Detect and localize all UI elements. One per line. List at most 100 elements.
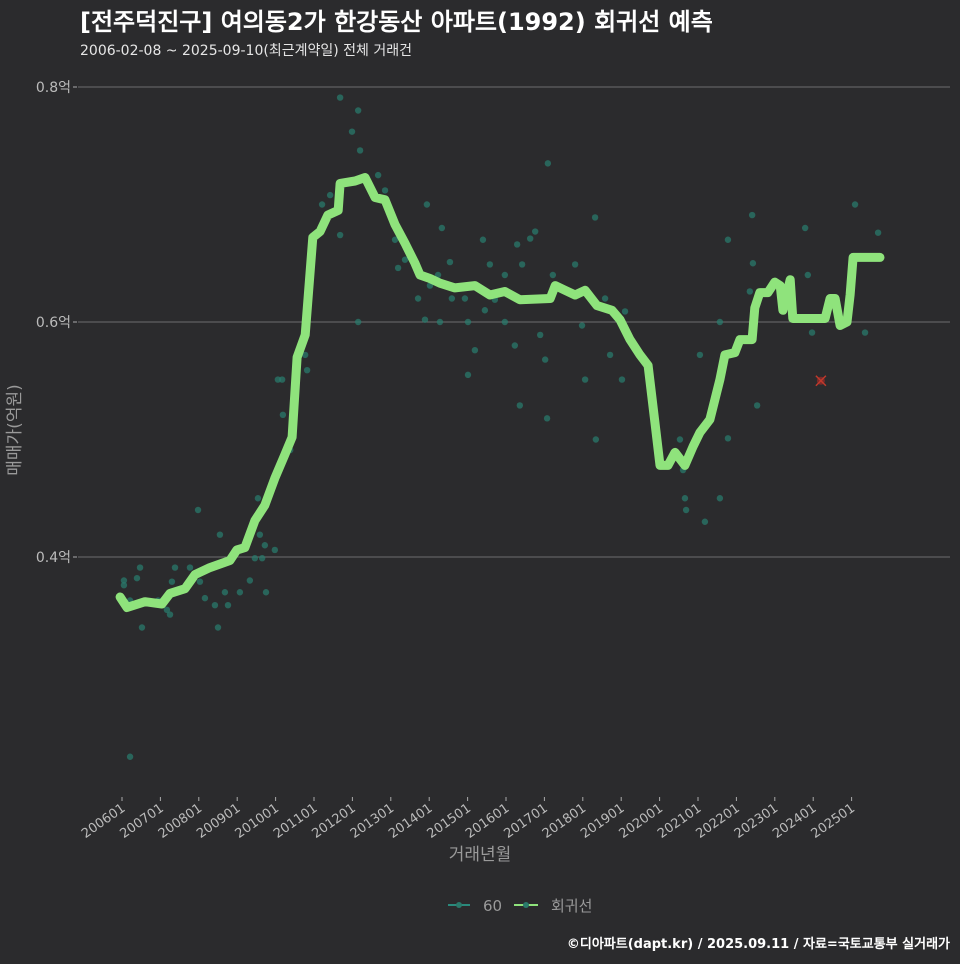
y-tick-label: 0.8억 <box>36 80 71 96</box>
scatter-point <box>391 236 399 243</box>
scatter-point <box>236 589 244 596</box>
scatter-point <box>808 329 816 336</box>
scatter-point <box>749 260 757 267</box>
y-axis: 0.8억 0.6억 0.4억 <box>36 80 77 566</box>
scatter-point <box>471 347 479 354</box>
scatter-point <box>254 495 262 502</box>
scatter-point <box>516 402 524 409</box>
scatter-point <box>256 531 264 538</box>
scatter-point <box>746 288 754 295</box>
scatter-point <box>486 261 494 268</box>
scatter-point <box>258 554 266 562</box>
scatter-point <box>348 128 356 135</box>
scatter-point <box>120 582 128 589</box>
scatter-point <box>601 295 609 302</box>
scatter-point <box>414 295 422 302</box>
scatter-point <box>246 577 254 584</box>
scatter-point <box>120 577 128 584</box>
scatter-point <box>448 295 456 302</box>
scatter-point <box>581 376 589 383</box>
scatter-point <box>549 271 557 279</box>
scatter-point <box>501 271 509 279</box>
scatter-point <box>133 574 141 582</box>
scatter-point <box>224 601 232 609</box>
scatter-point <box>526 235 534 242</box>
scatter-point <box>716 318 724 326</box>
scatter-point <box>591 214 599 221</box>
scatter-point <box>701 518 709 525</box>
scatter-point <box>621 308 629 315</box>
scatter-point <box>578 322 586 329</box>
scatter-point <box>464 371 472 379</box>
scatter-point <box>381 187 389 194</box>
scatter-point <box>303 366 311 374</box>
scatter-point <box>861 329 869 336</box>
scatter-point <box>163 606 171 614</box>
scatter-point <box>681 495 689 502</box>
legend-dot-regression <box>523 902 529 908</box>
scatter-point <box>354 318 362 326</box>
scatter-point <box>464 318 472 326</box>
scatter-point <box>356 147 364 154</box>
scatter-point <box>336 231 344 239</box>
scatter-point <box>501 318 509 326</box>
scatter-point <box>318 201 326 208</box>
scatter-point <box>874 229 882 236</box>
scatter-point <box>724 236 732 243</box>
scatter-point <box>436 318 444 326</box>
scatter-point <box>251 554 259 562</box>
scatter-point <box>261 542 269 549</box>
scatter-point <box>571 261 579 268</box>
scatter-point <box>354 107 362 114</box>
scatter-point <box>541 356 549 363</box>
scatter-point <box>716 495 724 502</box>
scatter-point <box>676 436 684 443</box>
scatter-point <box>618 376 626 383</box>
scatter-point <box>606 351 614 359</box>
scatter-points <box>120 94 882 760</box>
scatter-point <box>513 241 521 248</box>
chart-title: [전주덕진구] 여의동2가 한강동산 아파트(1992) 회귀선 예측 <box>80 8 713 36</box>
scatter-point <box>724 435 732 442</box>
legend: 60 회귀선 <box>448 897 592 915</box>
scatter-point <box>801 224 809 232</box>
footer-credit: ©디아파트(dapt.kr) / 2025.09.11 / 자료=국토교통부 실… <box>567 936 950 952</box>
scatter-point <box>166 611 174 618</box>
scatter-point <box>394 264 402 272</box>
scatter-point <box>438 224 446 232</box>
scatter-point <box>479 236 487 243</box>
scatter-point <box>421 316 429 323</box>
scatter-point <box>423 201 431 208</box>
y-tick-label: 0.4억 <box>36 550 71 566</box>
scatter-point <box>531 228 539 235</box>
legend-dot-60 <box>456 902 462 908</box>
regression-line-path <box>115 173 885 612</box>
scatter-point <box>279 411 287 419</box>
scatter-point <box>278 376 286 383</box>
y-axis-label: 매매가(억원) <box>5 384 25 475</box>
scatter-point <box>446 258 454 266</box>
scatter-point <box>216 531 224 538</box>
scatter-point <box>592 436 600 443</box>
regression-line <box>115 173 885 612</box>
scatter-point <box>196 578 204 585</box>
scatter-point <box>461 295 469 302</box>
scatter-point <box>221 589 229 596</box>
scatter-point <box>511 342 519 349</box>
scatter-point <box>301 351 309 359</box>
scatter-point <box>804 271 812 279</box>
predicted-marker <box>815 375 827 387</box>
x-axis-label: 거래년월 <box>449 845 512 865</box>
scatter-point <box>543 415 551 422</box>
scatter-point <box>326 191 334 199</box>
chart-subtitle: 2006-02-08 ~ 2025-09-10(최근계약일) 전체 거래건 <box>80 43 412 59</box>
scatter-point <box>201 594 209 602</box>
scatter-point <box>401 256 409 263</box>
scatter-point <box>214 624 222 631</box>
scatter-point <box>682 506 690 514</box>
scatter-point <box>126 753 134 760</box>
scatter-point <box>138 624 146 631</box>
scatter-point <box>536 331 544 339</box>
scatter-point <box>194 506 202 514</box>
scatter-point <box>336 94 344 101</box>
